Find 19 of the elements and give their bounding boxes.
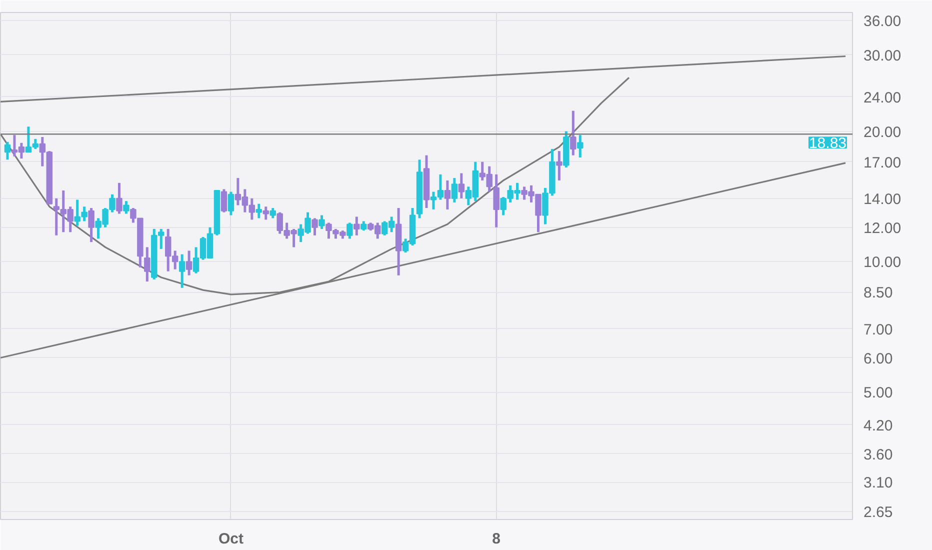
y-tick-label: 4.20 [864,417,893,434]
x-tick-label: Oct [218,530,244,548]
y-tick-label: 14.00 [864,190,902,208]
y-tick-label: 5.00 [864,384,893,402]
y-tick-label: 3.10 [864,474,893,492]
y-tick-label: 36.00 [864,13,902,30]
y-tick-label: 20.00 [864,124,902,141]
y-tick-label: 2.65 [864,504,893,522]
y-tick-label: 3.60 [864,446,893,464]
x-tick-label: 8 [492,530,501,548]
y-tick-label: 24.00 [864,89,902,106]
y-tick-label: 30.00 [864,47,902,64]
y-tick-label: 8.50 [864,284,893,302]
y-tick-label: 17.00 [864,154,902,172]
y-tick-label: 7.00 [864,321,893,338]
y-tick-label: 10.00 [864,254,902,272]
y-tick-label: 6.00 [864,350,893,368]
annotation: 18.83 [808,135,847,152]
y-tick-label: 12.00 [864,220,902,237]
